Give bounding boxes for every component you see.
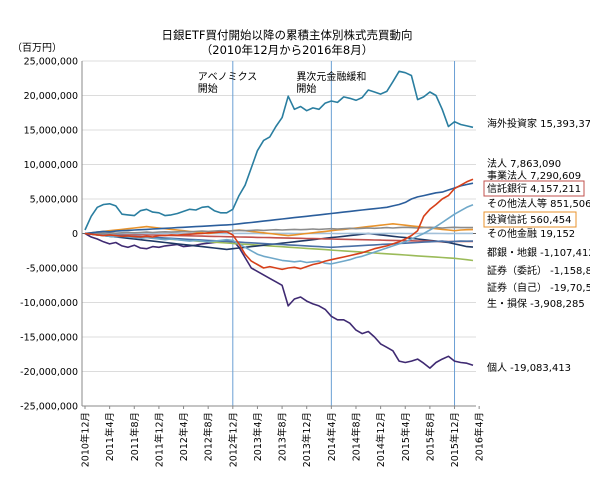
series-line: [84, 182, 474, 235]
series-end-label: 証券（委託） -1,158,808: [487, 264, 590, 277]
x-tick-label: 2014年8月: [350, 412, 362, 461]
series-end-label: 個人 -19,083,413: [487, 361, 571, 374]
series-line: [84, 223, 474, 237]
y-tick-label: 5,000,000: [30, 195, 78, 206]
x-tick-label: 2012年4月: [178, 412, 190, 461]
y-tick-label: 0: [72, 229, 78, 240]
y-tick-label: -10,000,000: [20, 298, 78, 309]
x-tick-label: 2011年12月: [153, 412, 165, 467]
x-tick-label: 2013年12月: [301, 412, 313, 467]
event-label: 開始: [198, 82, 218, 95]
series-end-label: 生・損保 -3,908,285: [487, 297, 585, 310]
series-end-label: 信託銀行 4,157,211: [487, 182, 581, 195]
event-label: 開始: [296, 82, 316, 95]
series-end-label: 海外投資家 15,393,376: [487, 117, 590, 130]
chart-subtitle: （2010年12月から2016年8月）: [201, 43, 373, 57]
x-tick-label: 2011年4月: [104, 412, 116, 461]
series-end-label: その他金融 19,152: [487, 227, 575, 240]
series-lines: [84, 70, 474, 369]
y-tick-label: -20,000,000: [20, 367, 78, 378]
x-tick-label: 2014年4月: [326, 412, 338, 461]
x-tick-labels: 2010年12月 2011年4月 2011年8月 2011年12月 2012年4月 201…: [80, 412, 486, 467]
y-tick-label: -5,000,000: [26, 264, 78, 275]
x-tick-label: 2016年4月: [474, 412, 486, 461]
x-tick-label: 2012年8月: [203, 412, 215, 461]
series-end-label: その他法人等 851,506: [487, 197, 590, 210]
y-tick-label: 20,000,000: [24, 91, 78, 102]
x-tick-label: 2011年8月: [129, 412, 141, 461]
x-tick-label: 2015年12月: [449, 412, 461, 467]
event-label: 異次元金融緩和: [296, 70, 366, 83]
x-tick-label: 2012年12月: [227, 412, 239, 467]
series-end-label: 事業法人 7,290,609: [487, 169, 581, 182]
y-tick-label: -15,000,000: [20, 333, 78, 344]
series-line: [84, 204, 474, 265]
y-tick-label: 15,000,000: [24, 126, 78, 137]
x-tick-label: 2015年8月: [424, 412, 436, 461]
series-label-box: [483, 180, 585, 197]
series-end-label: 法人 7,863,090: [487, 157, 561, 170]
chart-title: 日銀ETF買付開始以降の累積主体別株式売買動向: [162, 28, 413, 42]
series-line: [84, 232, 474, 369]
event-label: アベノミクス: [198, 71, 257, 83]
series-line: [84, 226, 474, 235]
series-end-label: 都銀・地銀 -1,107,412: [487, 246, 590, 259]
series-end-label: 証券（自己） -19,70,526: [487, 281, 590, 294]
series-end-label: 投資信託 560,454: [487, 213, 572, 226]
axes: [81, 61, 480, 409]
x-tick-label: 2010年12月: [80, 412, 92, 467]
series-line: [84, 70, 474, 231]
y-axis-unit: （百万円）: [12, 42, 62, 54]
y-tick-labels: 25,000,000 20,000,000 15,000,000 10,000,000…: [20, 57, 78, 413]
y-tick-label: 25,000,000: [24, 57, 78, 68]
y-tick-label: 10,000,000: [24, 160, 78, 171]
series-line: [84, 178, 474, 271]
series-label-box: [483, 211, 577, 228]
x-tick-label: 2015年4月: [400, 412, 412, 461]
x-tick-label: 2013年8月: [277, 412, 289, 461]
x-tick-label: 2013年4月: [252, 412, 264, 461]
y-tick-label: -25,000,000: [20, 402, 78, 413]
x-tick-label: 2014年12月: [375, 412, 387, 467]
